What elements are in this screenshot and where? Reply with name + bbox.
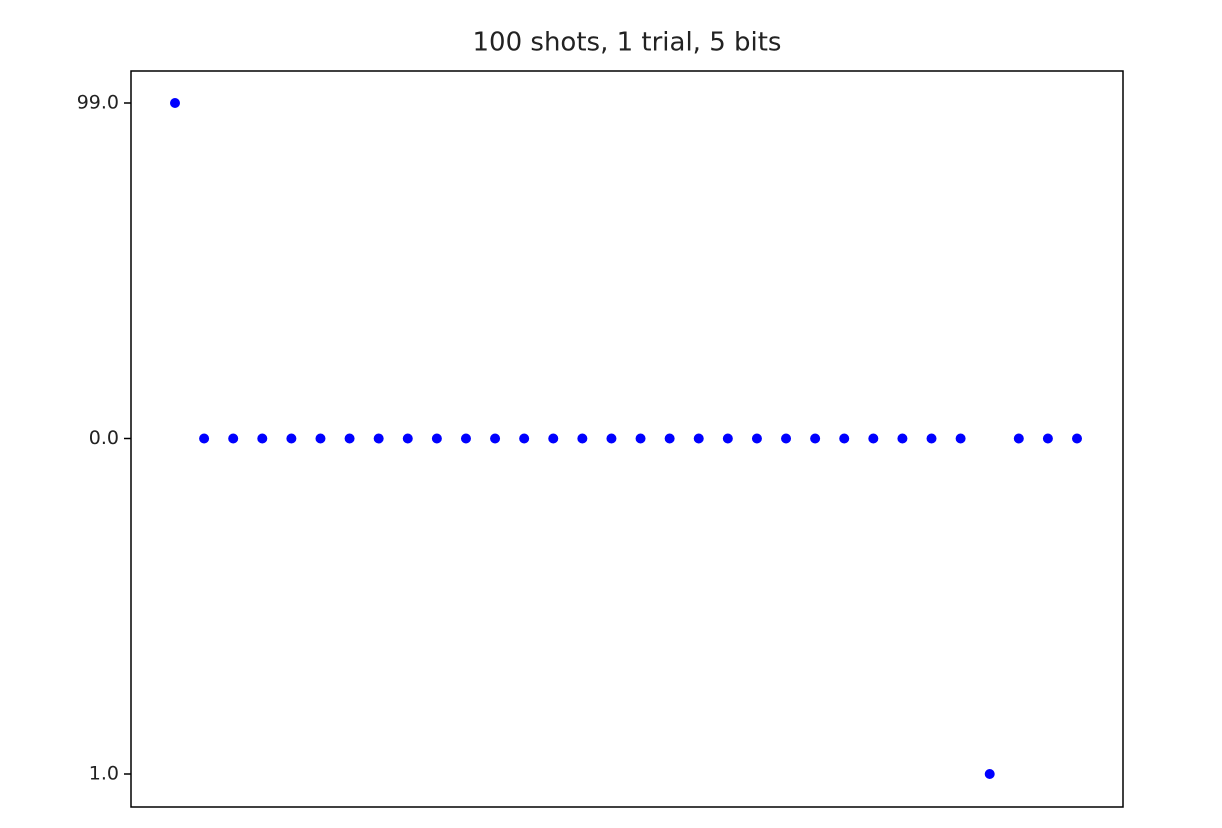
point <box>693 433 704 444</box>
y-tick-label: 99.0 <box>77 92 119 114</box>
point <box>955 433 966 444</box>
point <box>170 98 180 108</box>
point <box>286 433 297 444</box>
point <box>519 433 530 444</box>
point <box>635 433 646 444</box>
point <box>344 433 355 444</box>
point <box>431 433 442 444</box>
chart-title: 100 shots, 1 trial, 5 bits <box>473 28 782 58</box>
point <box>897 433 908 444</box>
point <box>839 433 850 444</box>
point <box>1013 433 1024 444</box>
point <box>984 769 995 779</box>
point <box>548 433 559 444</box>
point <box>606 433 617 444</box>
point <box>868 433 879 444</box>
point <box>722 433 733 444</box>
y-tick-label: 1.0 <box>89 763 119 785</box>
point <box>315 433 326 444</box>
point <box>373 433 384 444</box>
point <box>460 433 471 444</box>
point <box>810 433 821 444</box>
point <box>664 433 675 444</box>
point <box>781 433 792 444</box>
point <box>751 433 762 444</box>
point <box>1072 433 1082 444</box>
point <box>1042 433 1053 444</box>
point <box>577 433 588 444</box>
point <box>926 433 937 444</box>
y-tick-label: 0.0 <box>89 427 119 449</box>
point <box>257 433 268 444</box>
point <box>228 433 239 444</box>
point <box>490 433 501 444</box>
point <box>199 433 210 444</box>
point <box>402 433 413 444</box>
